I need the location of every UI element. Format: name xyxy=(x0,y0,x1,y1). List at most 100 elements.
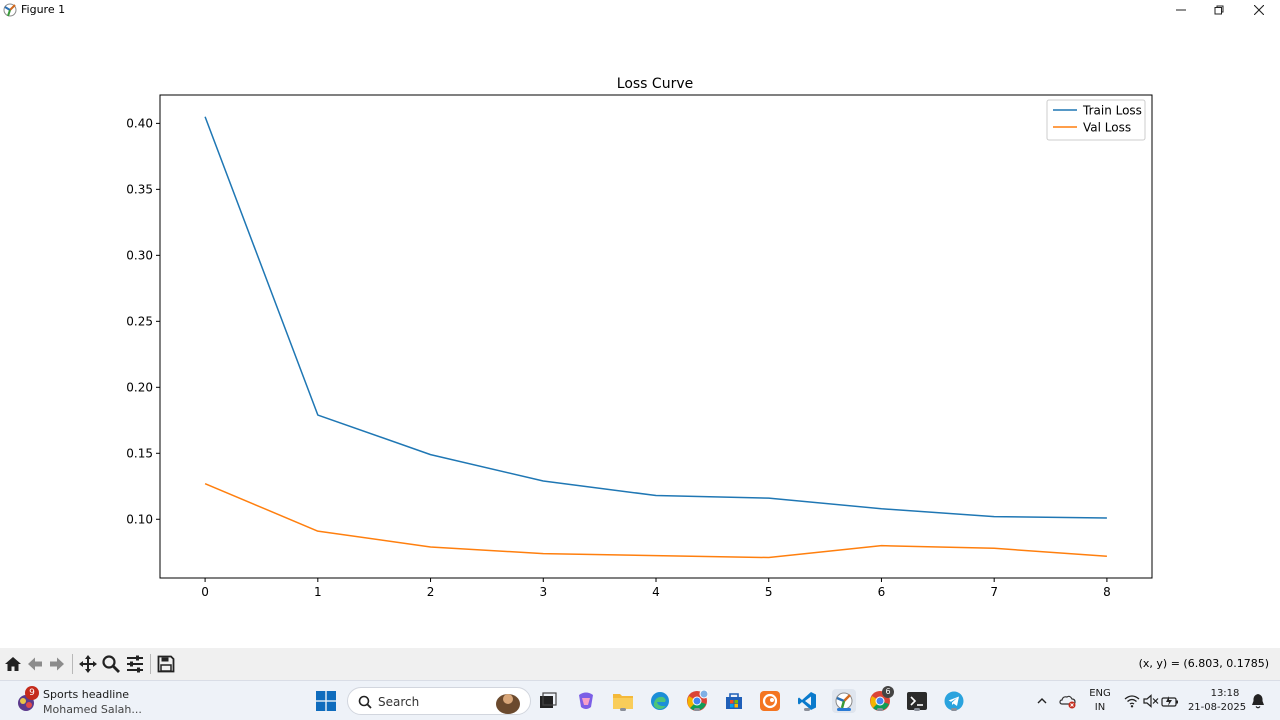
taskbar-terminal[interactable] xyxy=(905,689,929,713)
x-tick-label: 5 xyxy=(765,585,773,599)
search-placeholder: Search xyxy=(378,695,420,709)
back-button[interactable] xyxy=(24,653,46,675)
x-tick-label: 8 xyxy=(1103,585,1111,599)
y-tick-label: 0.10 xyxy=(126,512,153,526)
search-highlight-icon xyxy=(496,694,520,714)
tray-volume[interactable] xyxy=(1139,689,1163,713)
x-tick-label: 4 xyxy=(652,585,660,599)
pan-icon xyxy=(79,655,97,673)
vscode-icon xyxy=(798,692,816,710)
zoom-button[interactable] xyxy=(100,653,122,675)
y-tick-label: 0.25 xyxy=(126,314,153,328)
configure-icon xyxy=(127,655,143,673)
battery-charging-icon xyxy=(1161,696,1178,707)
chart-title: Loss Curve xyxy=(617,76,693,92)
running-indicator xyxy=(804,708,810,711)
y-axis-ticks: 0.10 0.15 0.20 0.25 0.30 0.35 0.40 xyxy=(126,116,160,526)
y-tick-label: 0.35 xyxy=(126,182,153,196)
wifi-icon xyxy=(1124,695,1140,708)
copilot-icon xyxy=(579,692,593,709)
running-indicator xyxy=(951,708,957,711)
title-bar[interactable]: Figure 1 xyxy=(0,0,1280,19)
configure-subplots-button[interactable] xyxy=(124,653,146,675)
series-lines xyxy=(204,116,1107,559)
chrome-icon xyxy=(687,690,708,711)
news-badge: 9 xyxy=(25,686,39,700)
x-tick-label: 7 xyxy=(990,585,998,599)
search-icon xyxy=(358,695,372,709)
toolbar-separator xyxy=(150,654,151,674)
taskbar-copilot[interactable] xyxy=(574,689,598,713)
show-hidden-icons-button[interactable] xyxy=(1030,689,1054,713)
x-tick-label: 6 xyxy=(878,585,886,599)
store-icon xyxy=(726,693,742,709)
taskbar-chrome-profile[interactable] xyxy=(685,689,709,713)
window-title: Figure 1 xyxy=(21,3,66,16)
taskbar-telegram[interactable] xyxy=(942,689,966,713)
language-indicator[interactable]: ENG xyxy=(1089,688,1111,699)
y-tick-label: 0.30 xyxy=(126,248,153,262)
restore-icon xyxy=(1214,5,1224,14)
legend-train-loss-label: Train Loss xyxy=(1082,104,1142,118)
tray-onedrive[interactable] xyxy=(1056,689,1080,713)
save-icon xyxy=(157,655,175,673)
pan-button[interactable] xyxy=(77,653,99,675)
matplotlib-app-icon xyxy=(3,3,17,16)
region-indicator: IN xyxy=(1094,702,1106,713)
legend: Train Loss Val Loss xyxy=(1046,99,1146,141)
clock-time[interactable]: 13:18 xyxy=(1210,688,1240,699)
taskbar-crunchyroll[interactable] xyxy=(758,689,782,713)
tray-wifi[interactable] xyxy=(1120,689,1144,713)
running-indicator xyxy=(914,708,920,711)
telegram-icon xyxy=(944,691,964,711)
start-button[interactable] xyxy=(314,689,338,713)
close-button[interactable] xyxy=(1240,0,1278,19)
terminal-icon xyxy=(907,692,927,710)
figure-canvas[interactable]: Loss Curve 0 1 2 3 4 5 6 7 8 0.10 0.15 0.20 0.25 0.3… xyxy=(0,19,1280,647)
taskbar-vscode[interactable] xyxy=(795,689,819,713)
axes-frame xyxy=(159,94,1153,579)
x-tick-label: 2 xyxy=(427,585,435,599)
news-headline: Sports headline xyxy=(43,688,130,701)
news-subtitle: Mohamed Salah... xyxy=(43,703,142,716)
home-icon xyxy=(5,657,21,671)
y-tick-label: 0.20 xyxy=(126,380,153,394)
active-indicator xyxy=(837,708,851,711)
taskbar-search-box[interactable]: Search xyxy=(347,687,531,715)
onedrive-error-icon xyxy=(1059,695,1076,709)
folder-icon xyxy=(613,694,633,709)
running-indicator xyxy=(694,708,700,711)
windows-start-icon xyxy=(316,691,336,711)
running-indicator xyxy=(877,708,883,711)
legend-val-loss-label: Val Loss xyxy=(1083,121,1131,135)
back-icon xyxy=(28,657,42,671)
taskbar-edge[interactable] xyxy=(648,689,672,713)
running-indicator xyxy=(620,708,626,711)
home-button[interactable] xyxy=(2,653,24,675)
notification-center-button[interactable] xyxy=(1246,689,1270,713)
taskbar-task-view[interactable] xyxy=(536,689,560,713)
news-widget[interactable]: 9 Sports headline Mohamed Salah... xyxy=(14,684,144,718)
save-button[interactable] xyxy=(155,653,177,675)
y-tick-label: 0.40 xyxy=(126,116,153,130)
notification-bell-icon xyxy=(1252,694,1264,709)
x-axis-ticks: 0 1 2 3 4 5 6 7 8 xyxy=(201,578,1111,599)
forward-button[interactable] xyxy=(46,653,68,675)
taskbar-file-explorer[interactable] xyxy=(611,689,635,713)
navigation-toolbar: (x, y) = (6.803, 0.1785) xyxy=(0,648,1280,680)
minimize-button[interactable] xyxy=(1162,0,1200,19)
forward-icon xyxy=(50,657,64,671)
restore-button[interactable] xyxy=(1200,0,1238,19)
zoom-icon xyxy=(102,655,120,673)
edge-icon xyxy=(651,692,669,710)
close-icon xyxy=(1254,4,1264,15)
loss-chart: Loss Curve 0 1 2 3 4 5 6 7 8 0.10 0.15 0.20 0.25 0.3… xyxy=(126,76,1153,599)
chrome-badge: 6 xyxy=(882,686,894,698)
task-view-icon xyxy=(540,692,557,708)
cursor-coordinates: (x, y) = (6.803, 0.1785) xyxy=(1138,657,1269,670)
tray-battery[interactable] xyxy=(1158,689,1182,713)
taskbar-store[interactable] xyxy=(722,689,746,713)
taskbar-matplotlib-figure[interactable] xyxy=(832,689,856,713)
taskbar-chrome[interactable]: 6 xyxy=(868,686,894,713)
